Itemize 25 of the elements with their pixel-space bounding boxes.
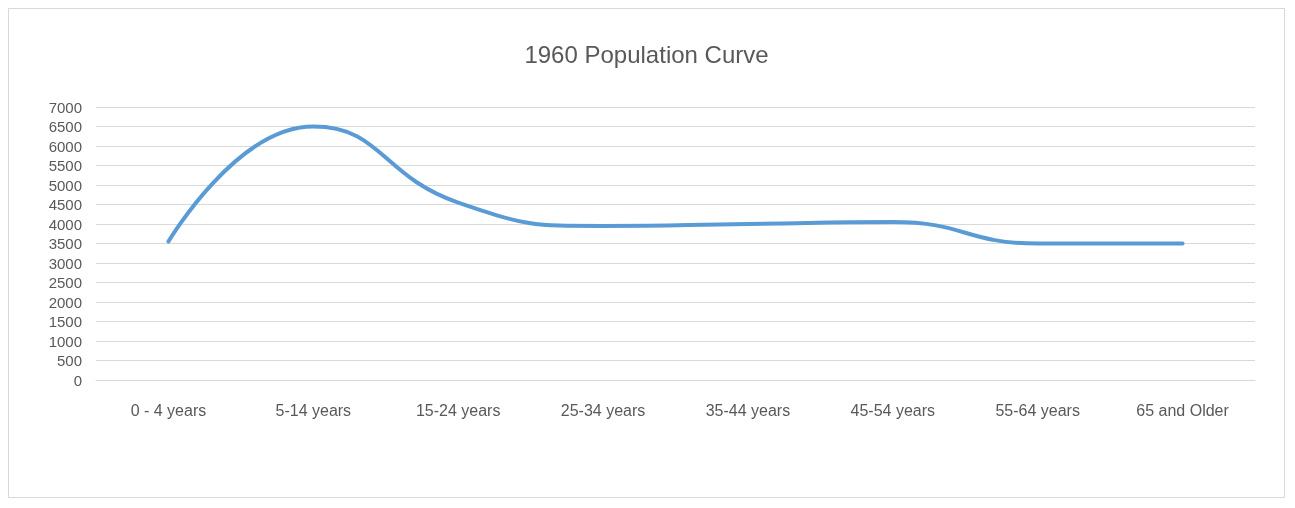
y-tick-label: 4500 xyxy=(48,196,82,213)
y-tick-label: 7000 xyxy=(48,98,82,116)
y-tick-label: 0 xyxy=(73,371,82,389)
y-tick-label: 3500 xyxy=(48,235,82,252)
y-tick-label: 1500 xyxy=(48,313,82,330)
y-tick-label: 3000 xyxy=(48,254,82,272)
x-tick-label: 5-14 years xyxy=(275,401,352,419)
chart-title: 1960 Population Curve xyxy=(524,40,769,68)
y-tick-label: 6500 xyxy=(48,118,82,135)
x-tick-label: 45-54 years xyxy=(850,401,936,419)
y-tick-label: 5000 xyxy=(48,176,82,194)
line-series xyxy=(166,124,1185,246)
x-tick-label: 35-44 years xyxy=(705,401,791,419)
y-tick-label: 2000 xyxy=(48,293,82,311)
x-tick-label: 15-24 years xyxy=(415,401,501,419)
x-tick-label: 0 - 4 years xyxy=(130,401,207,419)
y-tick-label: 5500 xyxy=(48,157,82,174)
y-tick-label: 6000 xyxy=(48,137,82,155)
y-tick-label: 500 xyxy=(56,352,82,369)
x-tick-label: 55-64 years xyxy=(995,401,1080,419)
y-tick-label: 1000 xyxy=(48,332,82,350)
y-tick-label: 2500 xyxy=(48,274,82,291)
x-tick-label: 65 and Older xyxy=(1136,401,1230,419)
y-tick-label: 4000 xyxy=(48,215,82,233)
x-tick-label: 25-34 years xyxy=(560,401,646,419)
